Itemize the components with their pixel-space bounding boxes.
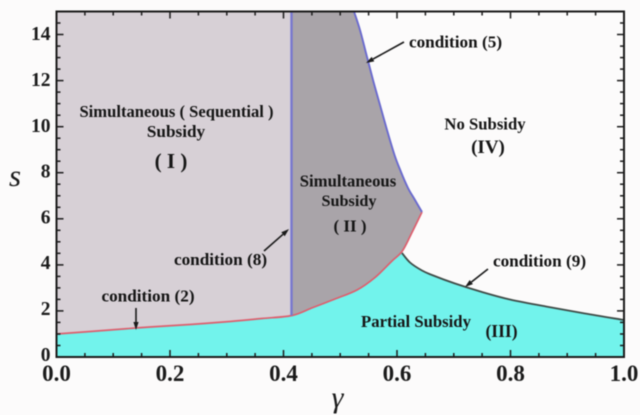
svg-text:Partial Subsidy: Partial Subsidy	[361, 312, 472, 331]
svg-text:0.2: 0.2	[156, 361, 185, 386]
svg-text:0.8: 0.8	[496, 361, 525, 386]
svg-text:0.6: 0.6	[383, 361, 412, 386]
svg-text:8: 8	[41, 162, 51, 183]
svg-text:(IV): (IV)	[471, 137, 505, 158]
svg-text:12: 12	[31, 70, 51, 91]
svg-text:Subsidy: Subsidy	[322, 192, 377, 210]
svg-text:0.0: 0.0	[42, 361, 71, 386]
svg-text:No Subsidy: No Subsidy	[444, 115, 526, 134]
svg-text:0: 0	[41, 345, 51, 366]
svg-text:Simultaneous ( Sequential ): Simultaneous ( Sequential )	[79, 102, 273, 121]
svg-text:condition (5): condition (5)	[409, 33, 502, 52]
svg-text:condition (9): condition (9)	[493, 252, 586, 271]
svg-text:2: 2	[41, 299, 51, 320]
svg-text:condition (8): condition (8)	[174, 250, 267, 269]
svg-text:γ: γ	[332, 381, 345, 414]
svg-text:Simultaneous: Simultaneous	[300, 172, 397, 191]
svg-text:14: 14	[31, 24, 51, 45]
svg-text:( II ): ( II )	[333, 217, 366, 236]
svg-text:Subsidy: Subsidy	[147, 122, 206, 141]
svg-text:( I ): ( I )	[155, 149, 188, 173]
svg-text:(III): (III)	[485, 321, 517, 341]
svg-text:0.4: 0.4	[269, 361, 298, 386]
svg-text:s: s	[9, 158, 21, 193]
svg-text:6: 6	[41, 207, 51, 228]
svg-text:10: 10	[31, 116, 51, 137]
svg-text:condition (2): condition (2)	[101, 287, 194, 306]
svg-text:4: 4	[41, 253, 51, 274]
svg-text:1.0: 1.0	[610, 361, 639, 386]
